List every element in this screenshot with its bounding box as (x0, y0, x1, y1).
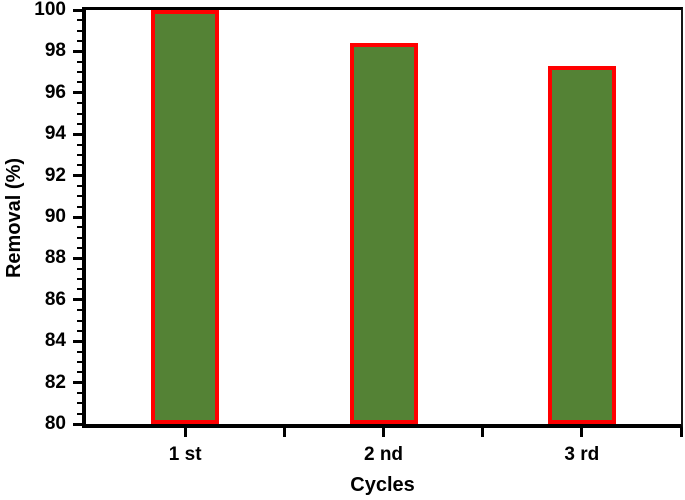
y-major-tick (73, 422, 82, 426)
y-minor-tick (77, 350, 82, 353)
x-axis-tick (679, 428, 683, 437)
y-major-tick (73, 298, 82, 302)
y-minor-tick (77, 371, 82, 374)
y-tick-label: 90 (44, 206, 66, 227)
y-major-tick (73, 132, 82, 136)
y-minor-tick (77, 412, 82, 415)
y-major-tick (73, 174, 82, 178)
y-tick-label: 84 (44, 330, 66, 352)
y-tick-label: 82 (44, 371, 66, 393)
y-minor-tick (77, 112, 82, 115)
y-minor-tick (77, 164, 82, 167)
y-minor-tick (77, 288, 82, 291)
y-major-tick (73, 91, 82, 95)
bar-cycle-2 (349, 43, 418, 424)
y-minor-tick (77, 29, 82, 32)
y-minor-tick (77, 184, 82, 187)
bar-cycle-1 (151, 10, 220, 424)
y-major-tick (73, 8, 82, 12)
y-minor-tick (77, 81, 82, 84)
y-minor-tick (77, 329, 82, 332)
y-minor-tick (77, 236, 82, 239)
plot-area (82, 7, 683, 428)
y-minor-tick (77, 102, 82, 105)
y-minor-tick (77, 391, 82, 394)
x-axis-tick (382, 428, 385, 437)
y-minor-tick (77, 60, 82, 63)
x-axis-tick (580, 428, 584, 437)
y-minor-tick (77, 40, 82, 43)
y-major-tick (73, 256, 82, 260)
y-minor-tick (77, 143, 82, 146)
y-major-tick (73, 215, 82, 219)
y-minor-tick (77, 278, 82, 281)
y-axis-title: Removal (%) (3, 157, 25, 279)
y-minor-tick (77, 319, 82, 322)
y-tick-label: 100 (34, 0, 66, 20)
y-tick-label: 88 (44, 247, 66, 269)
x-category-label: 2 nd (363, 444, 404, 465)
y-tick-label: 98 (44, 40, 66, 62)
y-minor-tick (77, 19, 82, 22)
y-minor-tick (77, 309, 82, 312)
x-axis-tick (282, 428, 286, 437)
x-category-label: 3 rd (564, 444, 600, 465)
y-major-tick (73, 339, 82, 343)
y-minor-tick (77, 360, 82, 363)
y-minor-tick (77, 402, 82, 405)
y-tick-label: 92 (44, 164, 66, 186)
y-minor-tick (77, 195, 82, 198)
y-minor-tick (77, 267, 82, 270)
x-axis-tick (481, 428, 485, 437)
y-major-tick (73, 381, 82, 385)
x-category-label: 1 st (168, 444, 202, 465)
y-major-tick (73, 49, 82, 53)
x-axis-tick (183, 428, 187, 437)
y-minor-tick (77, 71, 82, 74)
y-minor-tick (77, 226, 82, 229)
bar-cycle-3 (547, 65, 616, 424)
y-tick-label: 80 (44, 413, 66, 434)
y-minor-tick (77, 122, 82, 125)
y-tick-label: 94 (44, 123, 66, 145)
x-axis-title: Cycles (350, 474, 415, 496)
y-minor-tick (77, 153, 82, 156)
y-tick-label: 86 (44, 288, 66, 310)
y-minor-tick (77, 247, 82, 250)
y-tick-label: 96 (44, 81, 66, 103)
y-minor-tick (77, 205, 82, 208)
